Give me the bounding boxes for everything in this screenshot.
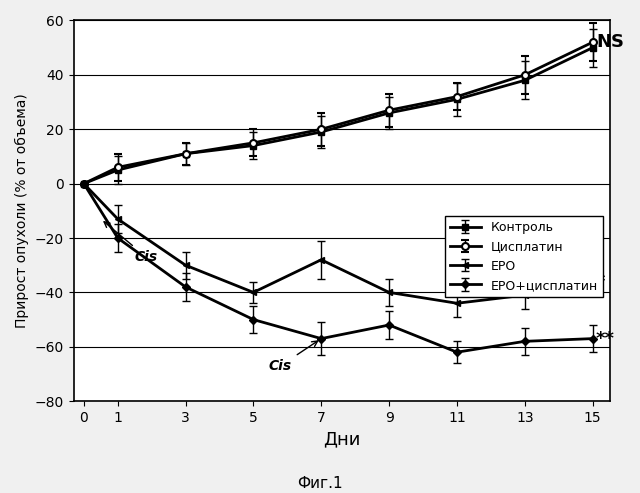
Text: NS: NS (596, 33, 624, 51)
Text: **: ** (596, 330, 615, 348)
Text: *: * (596, 273, 605, 290)
Text: Cis: Cis (104, 222, 158, 264)
Legend: Контроль, Цисплатин, ЕРО, ЕРО+цисплатин: Контроль, Цисплатин, ЕРО, ЕРО+цисплатин (445, 216, 604, 297)
X-axis label: Дни: Дни (323, 430, 360, 449)
Y-axis label: Прирост опухоли (% от объема): Прирост опухоли (% от объема) (15, 94, 29, 328)
Text: Фиг.1: Фиг.1 (297, 476, 343, 491)
Text: Cis: Cis (269, 341, 317, 373)
